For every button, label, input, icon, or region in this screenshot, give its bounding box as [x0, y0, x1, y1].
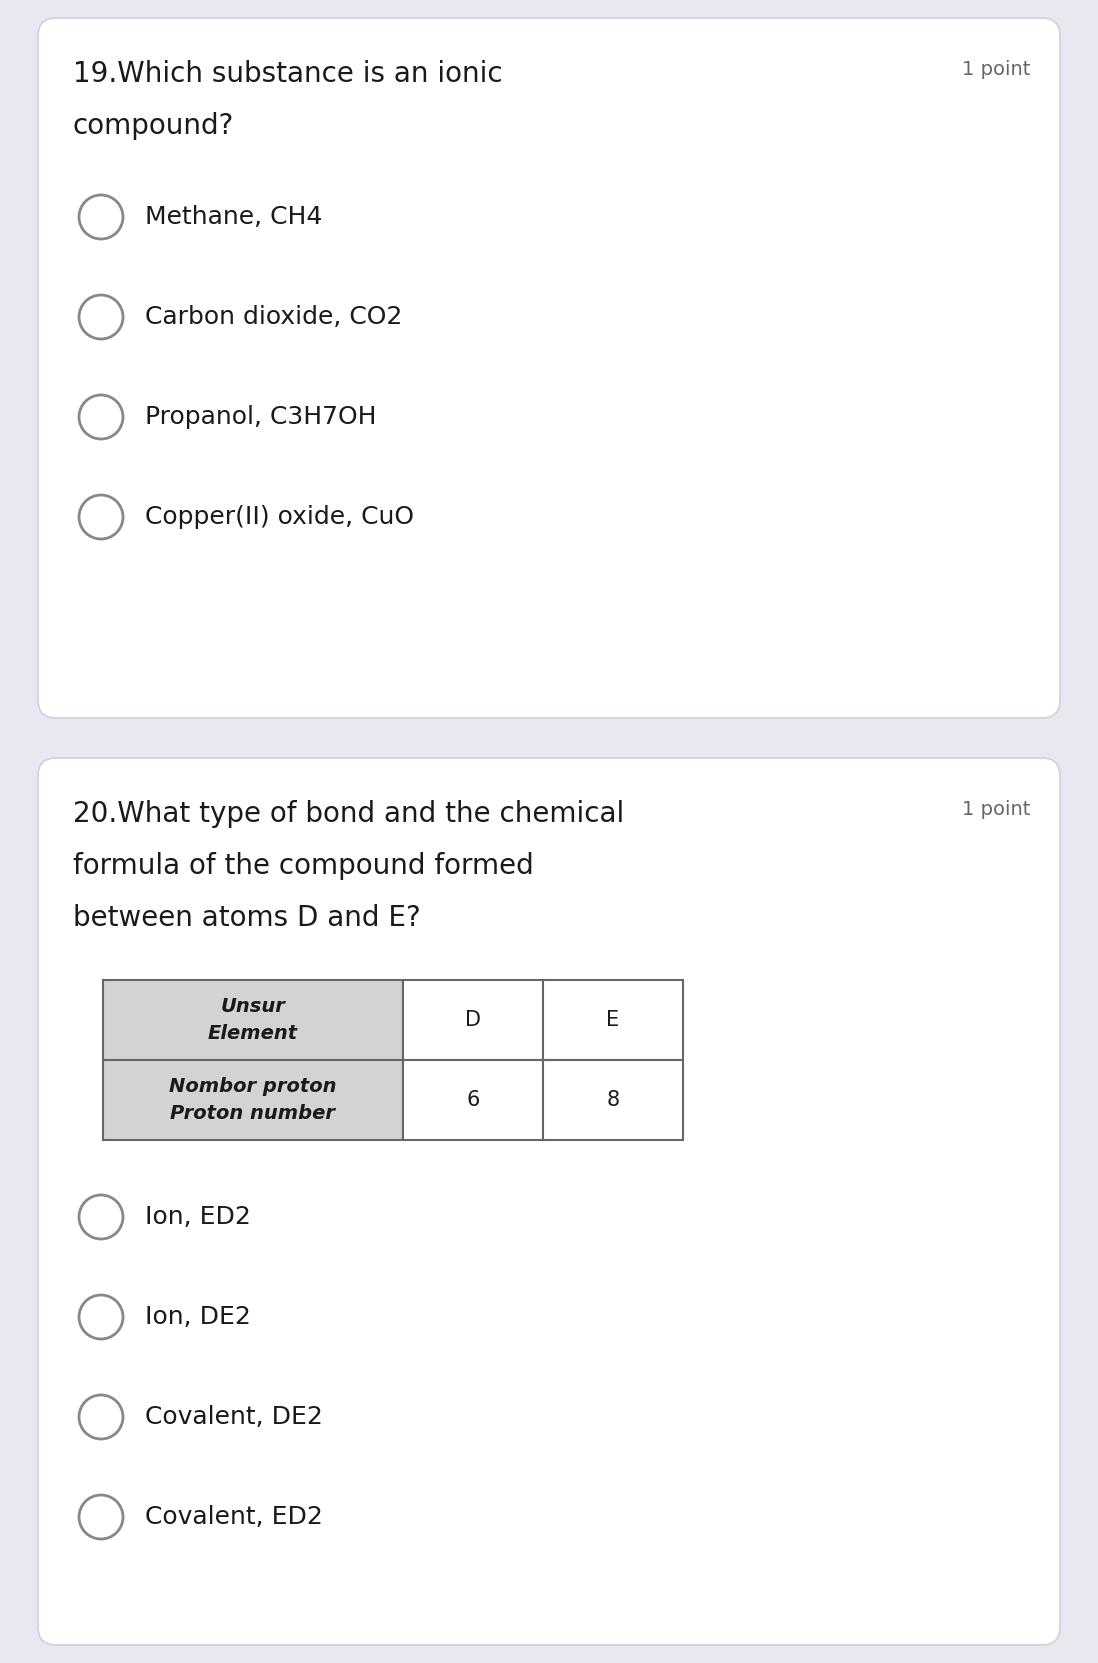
Bar [544, 1059, 683, 1141]
Bar [544, 980, 683, 1059]
Text: Covalent, DE2: Covalent, DE2 [145, 1405, 323, 1429]
Text: Ion, ED2: Ion, ED2 [145, 1206, 250, 1229]
Text: Methane, CH4: Methane, CH4 [145, 205, 323, 229]
Text: 20.What type of bond and the chemical: 20.What type of bond and the chemical [72, 800, 625, 828]
Text: Ion, DE2: Ion, DE2 [145, 1305, 250, 1329]
Text: 1 point: 1 point [962, 800, 1030, 818]
Text: Nombor proton
Proton number: Nombor proton Proton number [169, 1078, 337, 1123]
Bar [103, 980, 403, 1059]
Text: formula of the compound formed: formula of the compound formed [72, 851, 534, 880]
Text: Propanol, C3H7OH: Propanol, C3H7OH [145, 406, 377, 429]
Text: E: E [606, 1009, 619, 1029]
Text: 8: 8 [606, 1089, 619, 1109]
FancyBboxPatch shape [38, 758, 1060, 1645]
Bar [403, 1059, 544, 1141]
Text: D: D [464, 1009, 481, 1029]
Text: 19.Which substance is an ionic: 19.Which substance is an ionic [72, 60, 503, 88]
Text: 6: 6 [467, 1089, 480, 1109]
Text: Unsur
Element: Unsur Element [208, 998, 298, 1043]
Text: 1 point: 1 point [962, 60, 1030, 80]
Bar [403, 980, 544, 1059]
Text: Copper(II) oxide, CuO: Copper(II) oxide, CuO [145, 506, 414, 529]
Text: Carbon dioxide, CO2: Carbon dioxide, CO2 [145, 304, 402, 329]
FancyBboxPatch shape [38, 18, 1060, 718]
Bar [103, 1059, 403, 1141]
Text: between atoms D and E?: between atoms D and E? [72, 905, 421, 931]
Text: Covalent, ED2: Covalent, ED2 [145, 1505, 323, 1528]
Text: compound?: compound? [72, 111, 234, 140]
